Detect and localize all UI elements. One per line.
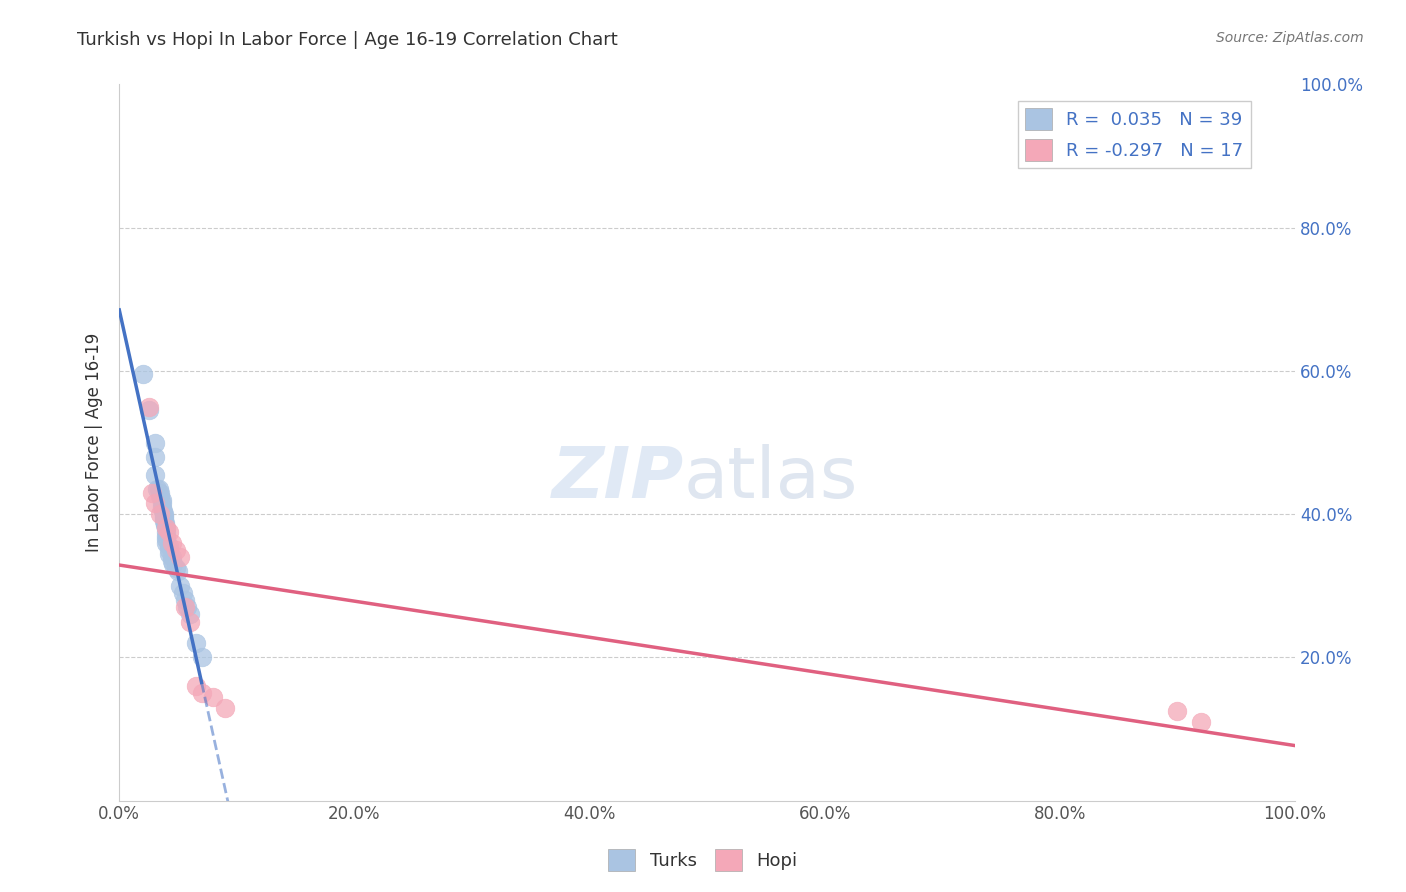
- Point: [169, 550, 191, 565]
- Point: [150, 500, 173, 514]
- Point: [153, 510, 176, 524]
- Text: atlas: atlas: [683, 444, 858, 513]
- Point: [190, 686, 212, 700]
- Y-axis label: In Labor Force | Age 16-19: In Labor Force | Age 16-19: [86, 333, 103, 552]
- Point: [150, 496, 173, 510]
- Point: [165, 561, 187, 575]
- Point: [160, 554, 183, 568]
- Point: [165, 543, 187, 558]
- Point: [155, 521, 177, 535]
- Point: [202, 690, 225, 704]
- Point: [143, 450, 166, 464]
- Point: [179, 615, 201, 629]
- Point: [153, 516, 176, 530]
- Point: [184, 636, 207, 650]
- Legend: R =  0.035   N = 39, R = -0.297   N = 17: R = 0.035 N = 39, R = -0.297 N = 17: [1018, 101, 1251, 169]
- Point: [157, 524, 180, 539]
- Point: [160, 550, 183, 565]
- Point: [155, 524, 177, 539]
- Point: [143, 467, 166, 482]
- Point: [174, 600, 197, 615]
- Point: [138, 400, 160, 414]
- Legend: Turks, Hopi: Turks, Hopi: [602, 842, 804, 879]
- Point: [149, 485, 172, 500]
- Point: [152, 503, 174, 517]
- Point: [157, 543, 180, 558]
- Point: [160, 536, 183, 550]
- Point: [162, 558, 184, 572]
- Point: [153, 507, 176, 521]
- Point: [143, 435, 166, 450]
- Point: [184, 679, 207, 693]
- Point: [155, 532, 177, 546]
- Point: [150, 492, 173, 507]
- Point: [157, 540, 180, 554]
- Point: [179, 607, 201, 622]
- Point: [153, 517, 176, 532]
- Point: [141, 485, 163, 500]
- Point: [174, 593, 197, 607]
- Point: [146, 482, 169, 496]
- Point: [143, 496, 166, 510]
- Point: [176, 600, 198, 615]
- Point: [1189, 714, 1212, 729]
- Point: [132, 368, 155, 382]
- Point: [149, 507, 172, 521]
- Point: [190, 650, 212, 665]
- Point: [138, 403, 160, 417]
- Text: Turkish vs Hopi In Labor Force | Age 16-19 Correlation Chart: Turkish vs Hopi In Labor Force | Age 16-…: [77, 31, 619, 49]
- Point: [1166, 704, 1188, 718]
- Point: [157, 547, 180, 561]
- Text: ZIP: ZIP: [551, 444, 683, 513]
- Point: [149, 489, 172, 503]
- Point: [155, 528, 177, 542]
- Point: [155, 536, 177, 550]
- Point: [167, 565, 190, 579]
- Point: [172, 586, 194, 600]
- Text: Source: ZipAtlas.com: Source: ZipAtlas.com: [1216, 31, 1364, 45]
- Point: [155, 521, 177, 535]
- Point: [153, 508, 176, 523]
- Point: [214, 700, 236, 714]
- Point: [153, 514, 176, 528]
- Point: [169, 579, 191, 593]
- Point: [148, 482, 170, 496]
